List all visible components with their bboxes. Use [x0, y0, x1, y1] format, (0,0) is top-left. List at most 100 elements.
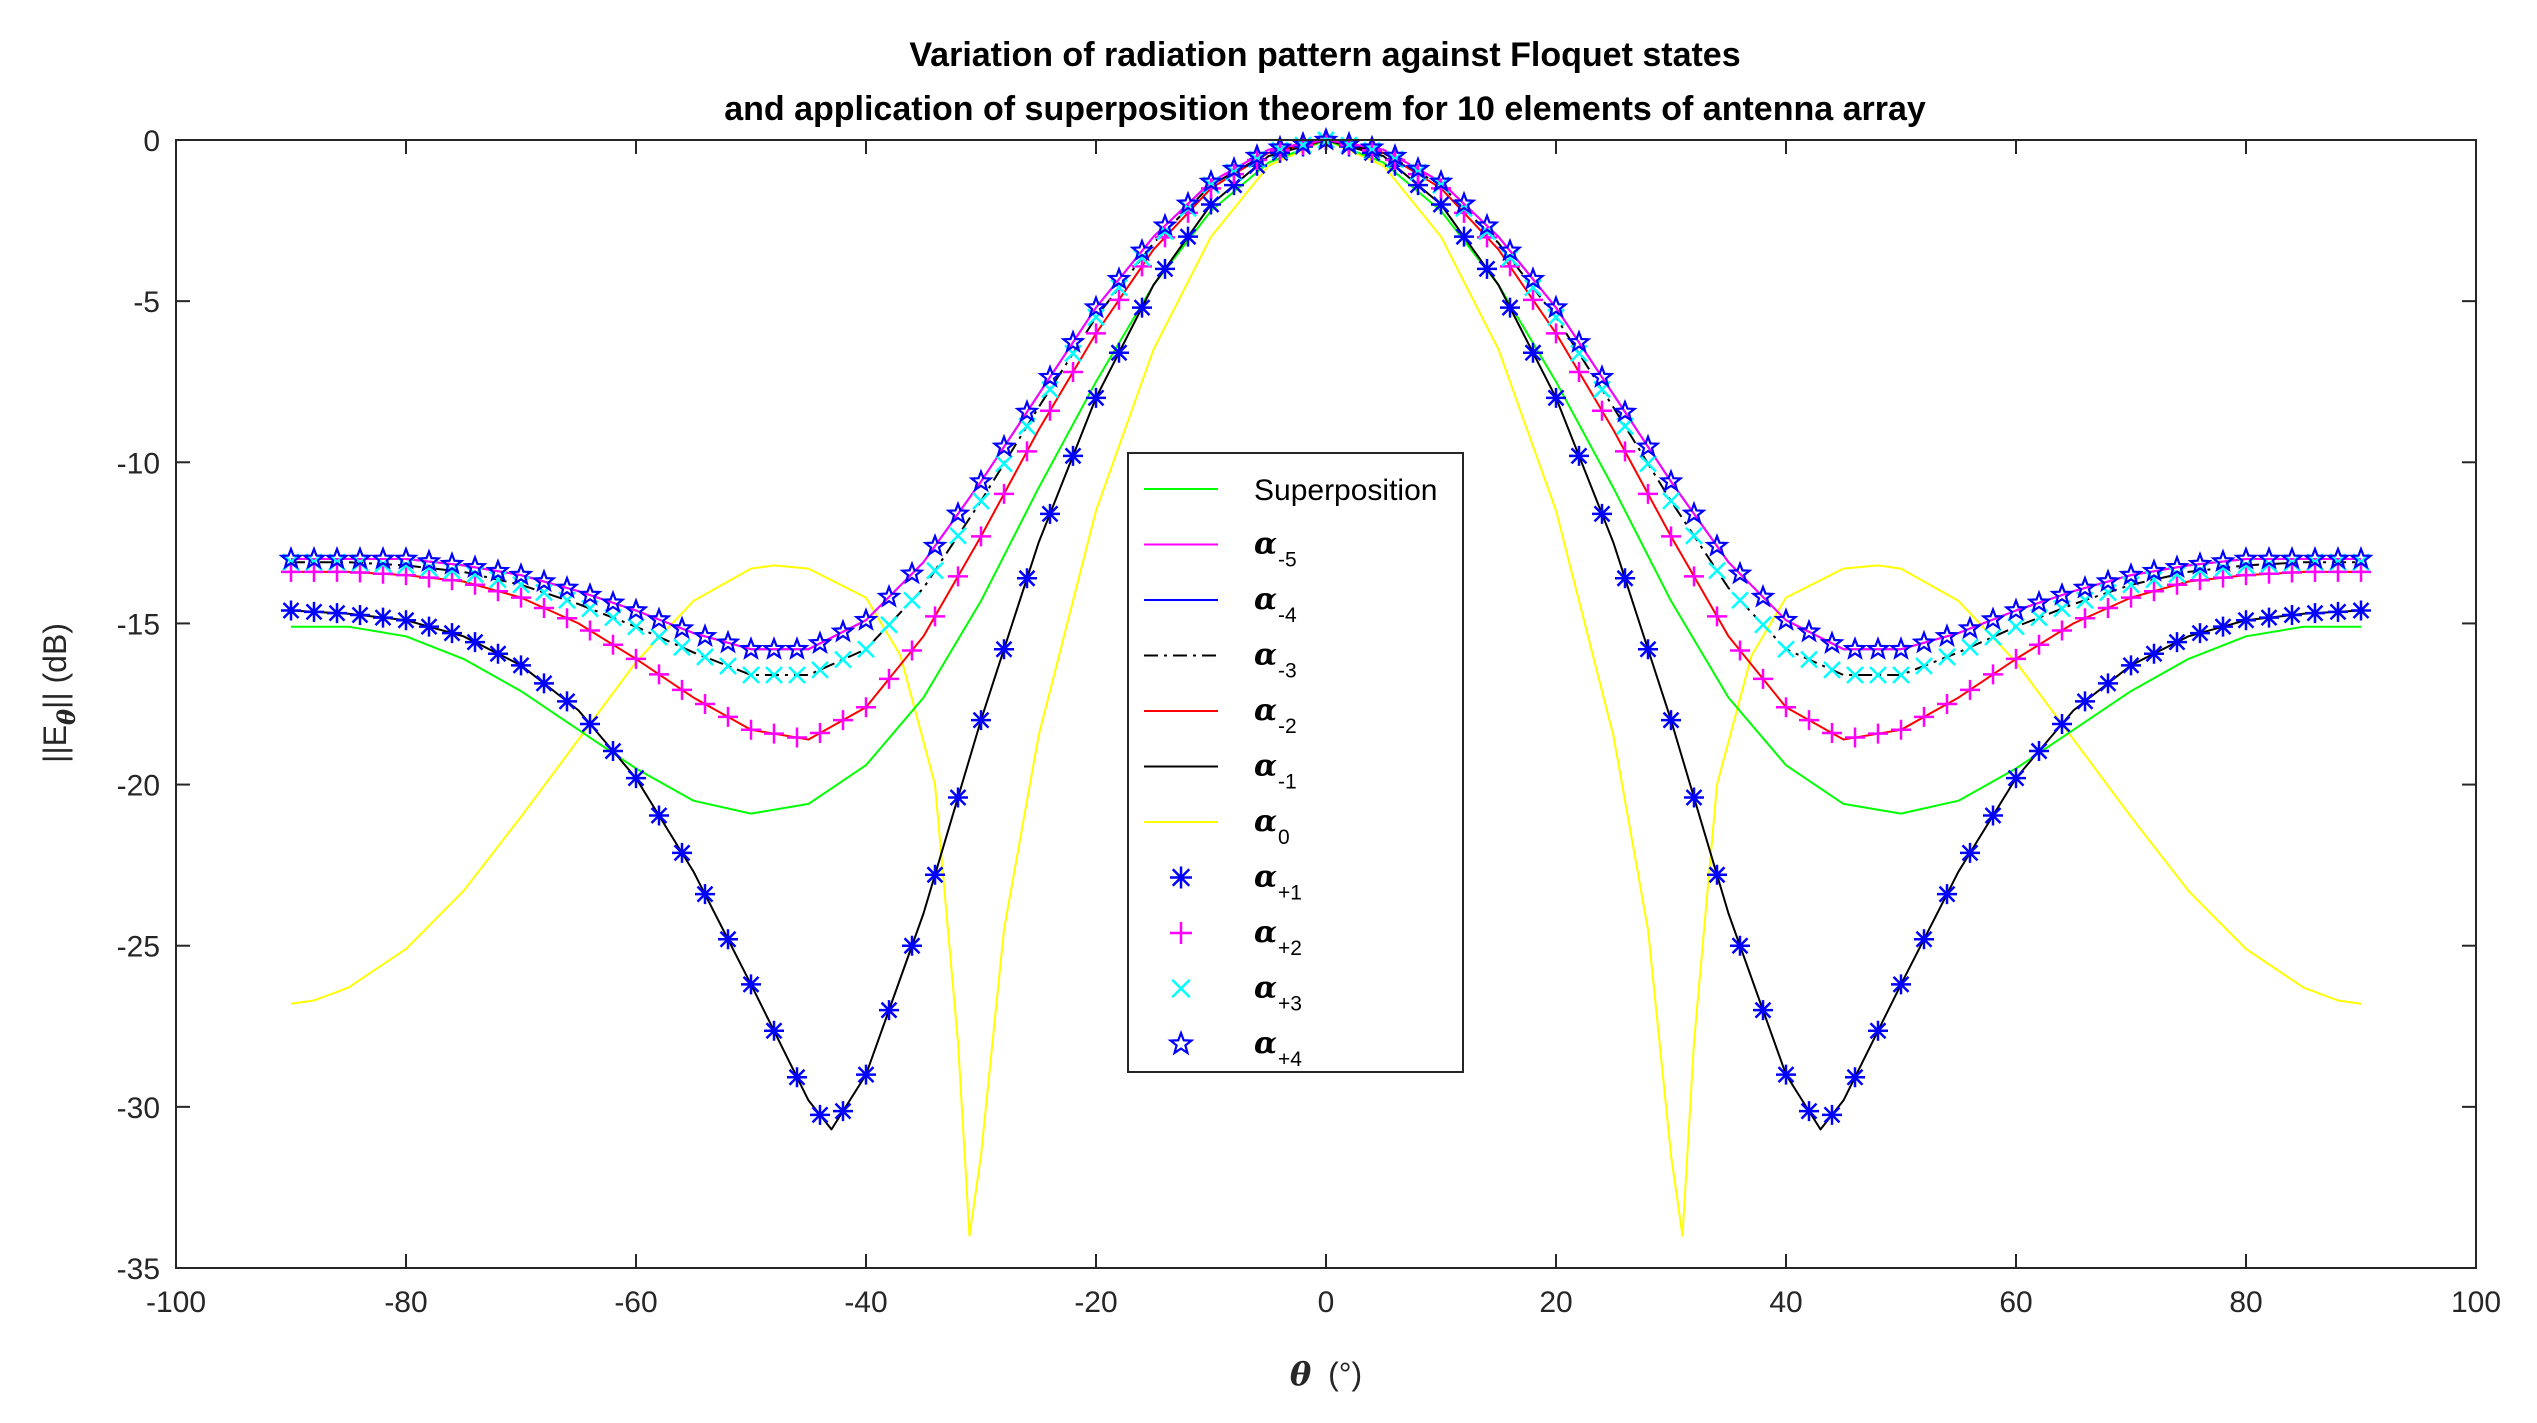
series-marker-alphaplus3	[1731, 591, 1749, 610]
x-tick-label: -20	[1074, 1286, 1117, 1319]
series-marker-alphaplus1	[1983, 805, 2003, 826]
series-marker-alphaplus1	[2259, 607, 2279, 628]
series-marker-alphaplus2	[534, 597, 554, 618]
series-marker-alphaplus3	[1662, 492, 1680, 510]
series-marker-alphaplus2	[442, 570, 462, 591]
series-marker-alphaplus3	[719, 657, 737, 675]
series-marker-alphaplus4	[1589, 364, 1615, 388]
series-marker-alphaplus3	[926, 561, 944, 580]
chart-title-line-1: Variation of radiation pattern against F…	[909, 36, 1740, 74]
series-marker-alphaplus4	[1704, 532, 1730, 557]
legend-marker-alphaplus4	[1167, 1029, 1195, 1056]
series-marker-alphaplus4	[439, 550, 465, 575]
series-marker-alphaplus2	[2075, 608, 2095, 629]
series-marker-alphaplus1	[1109, 342, 1129, 363]
series-marker-alphaplus4	[1198, 168, 1224, 193]
series-marker-alphaplus4	[991, 433, 1017, 458]
series-marker-alphaplus1	[2305, 603, 2325, 624]
series-marker-alphaplus3	[1869, 666, 1887, 684]
series-marker-alphaplus2	[327, 561, 347, 582]
y-tick-label: -10	[117, 447, 160, 480]
series-marker-alphaplus4	[1428, 168, 1454, 193]
series-marker-alphaplus1	[281, 600, 301, 621]
series-marker-alphaplus4	[1681, 500, 1707, 525]
legend-label: α	[1254, 1026, 1277, 1061]
series-marker-alphaplus4	[1267, 134, 1293, 159]
series-marker-alphaplus1	[1822, 1104, 1842, 1125]
series-marker-alphaplus4	[2279, 545, 2305, 570]
series-marker-alphaplus4	[1152, 212, 1178, 237]
x-tick-label: 60	[1999, 1286, 2032, 1319]
series-marker-alphaplus4	[301, 545, 327, 570]
legend-entry-alphaplus2: α +2	[1170, 915, 1302, 960]
legend-marker-alphaplus3	[1171, 978, 1191, 999]
series-marker-alphaplus1	[1224, 175, 1244, 196]
series-marker-alphaplus4	[531, 568, 557, 593]
series-marker-alphaplus3	[1823, 660, 1841, 679]
series-marker-alphaplus4	[968, 468, 994, 493]
series-marker-alphaplus4	[2003, 597, 2029, 622]
chart-title: Variation of radiation pattern against F…	[724, 36, 1926, 128]
y-axis-label: ||Eθ|| (dB)	[37, 623, 81, 763]
x-tick-label: 80	[2229, 1286, 2262, 1319]
series-marker-alphaplus1	[1707, 864, 1727, 885]
series-marker-alphaplus4	[370, 545, 396, 570]
legend-label: α	[1254, 638, 1277, 673]
series-marker-alphaplus1	[626, 768, 646, 789]
series-marker-alphaplus2	[1086, 323, 1106, 344]
series-marker-alphaplus4	[1957, 615, 1983, 640]
series-marker-alphaplus2	[2144, 581, 2164, 602]
series-marker-alphaplus2	[994, 483, 1014, 504]
series-marker-alphaplus4	[715, 629, 741, 654]
series-marker-alphaplus2	[396, 565, 416, 586]
series-marker-alphaplus2	[787, 727, 807, 748]
series-marker-alphaplus3	[857, 640, 875, 659]
series-marker-alphaplus4	[416, 548, 442, 573]
series-marker-alphaplus1	[1753, 1000, 1773, 1021]
series-marker-alphaplus2	[649, 664, 669, 685]
series-marker-alphaplus2	[419, 567, 439, 588]
series-marker-alphaplus1	[1661, 710, 1681, 731]
legend-label: Superposition	[1254, 474, 1437, 507]
series-marker-alphaplus1	[994, 639, 1014, 660]
series-marker-alphaplus1	[1845, 1067, 1865, 1088]
series-marker-alphaplus3	[903, 591, 921, 610]
series-marker-alphaplus2	[2052, 620, 2072, 641]
series-marker-alphaplus1	[1454, 226, 1474, 247]
series-marker-alphaplus1	[1799, 1101, 1819, 1122]
series-marker-alphaplus2	[1109, 289, 1129, 310]
series-marker-alphaplus1	[1960, 842, 1980, 863]
series-marker-alphaplus1	[1017, 568, 1037, 589]
legend-box	[1127, 452, 1464, 1073]
legend-entry-alphaplus3: α +3	[1171, 971, 1302, 1016]
series-marker-alphaplus2	[1523, 289, 1543, 310]
series-marker-alphaplus4	[2118, 561, 2144, 586]
series-marker-alphaplus2	[695, 694, 715, 714]
series-marker-alphaplus4	[1014, 398, 1040, 423]
series-marker-alphaplus1	[672, 842, 692, 863]
series-marker-alphaplus4	[2164, 554, 2190, 578]
series-marker-alphaplus1	[718, 929, 738, 950]
series-marker-alphaplus2	[1960, 679, 1980, 700]
series-marker-alphaplus3	[1961, 638, 1979, 657]
series-marker-alphaplus4	[1037, 364, 1063, 388]
series-marker-alphaplus2	[304, 561, 324, 582]
legend-label: α	[1254, 693, 1277, 728]
series-marker-alphaplus4	[278, 545, 304, 570]
series-marker-alphaplus1	[1638, 639, 1658, 660]
series-marker-alphaplus2	[511, 587, 531, 608]
y-tick-label: -35	[117, 1253, 160, 1286]
series-marker-alphaplus4	[508, 561, 534, 586]
series-marker-alphaplus4	[1106, 266, 1132, 290]
series-marker-alphaplus1	[2236, 610, 2256, 631]
series-marker-alphaplus4	[1911, 629, 1937, 654]
series-marker-alphaplus2	[2213, 567, 2233, 588]
series-marker-alphaplus3	[742, 666, 760, 684]
legend-marker-alphaplus1	[1170, 866, 1192, 889]
series-marker-alphaplus4	[1750, 583, 1776, 608]
series-marker-alphaplus1	[971, 710, 991, 731]
x-tick-label: -60	[614, 1286, 657, 1319]
series-marker-alphaplus2	[1776, 697, 1796, 718]
series-marker-alphaplus1	[1063, 445, 1083, 466]
series-marker-alphaplus3	[972, 492, 990, 510]
